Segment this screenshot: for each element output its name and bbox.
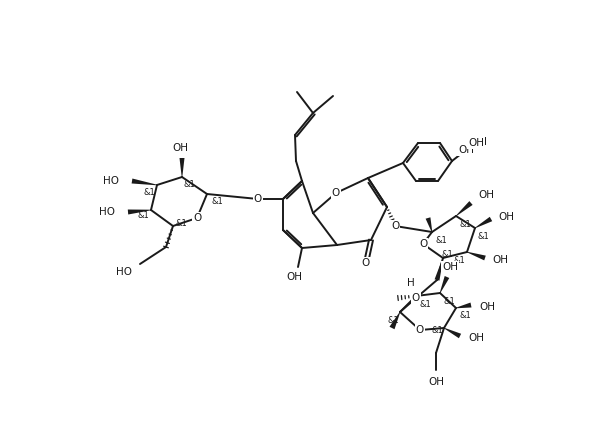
Text: OH: OH [471,137,487,147]
Polygon shape [456,302,471,308]
Text: OH: OH [442,262,458,272]
Text: O: O [362,258,370,268]
Text: &1: &1 [441,250,453,259]
Text: O: O [412,293,420,303]
Text: &1: &1 [138,211,150,220]
Text: &1: &1 [459,220,471,229]
Text: O: O [362,258,370,268]
Text: OH: OH [286,272,302,282]
Text: OH: OH [478,190,494,200]
Text: HO: HO [103,176,119,186]
Text: O: O [254,194,262,204]
Text: O: O [391,221,399,231]
Text: HO: HO [99,207,115,217]
Text: OH: OH [458,145,474,155]
Text: O: O [332,188,340,198]
Text: OH: OH [479,302,495,312]
Text: O: O [416,325,424,335]
Text: O: O [391,221,399,231]
Text: OH: OH [498,212,514,222]
Polygon shape [179,158,184,177]
Text: &1: &1 [183,180,195,189]
Polygon shape [128,210,151,214]
Text: &1: &1 [144,188,156,197]
Polygon shape [467,251,486,260]
Text: &1: &1 [459,311,471,320]
Polygon shape [425,217,432,232]
Polygon shape [390,312,401,329]
Text: &1: &1 [211,197,223,206]
Polygon shape [456,201,473,216]
Text: &1: &1 [443,297,454,306]
Text: O: O [193,213,201,223]
Text: &1: &1 [454,256,466,265]
Text: H: H [407,278,415,288]
Polygon shape [440,276,449,293]
Text: &1: &1 [387,316,399,325]
Text: O: O [254,194,262,204]
Text: &1: &1 [478,232,490,241]
Polygon shape [435,258,444,281]
Text: HO: HO [116,267,132,277]
Text: OH: OH [492,255,508,265]
Text: &1: &1 [176,219,188,228]
Text: &1: &1 [431,326,443,335]
Text: O: O [416,325,424,335]
Text: O: O [412,293,420,303]
Text: &1: &1 [419,300,431,309]
Polygon shape [475,217,492,228]
Text: &1: &1 [435,236,447,245]
Text: O: O [332,188,340,198]
Text: OH: OH [468,333,484,343]
Text: O: O [193,213,201,223]
Polygon shape [132,179,157,185]
Text: O: O [419,239,427,249]
Polygon shape [444,328,461,338]
Text: OH: OH [468,138,484,148]
Text: OH: OH [428,377,444,387]
Text: O: O [419,239,427,249]
Text: OH: OH [172,143,188,153]
